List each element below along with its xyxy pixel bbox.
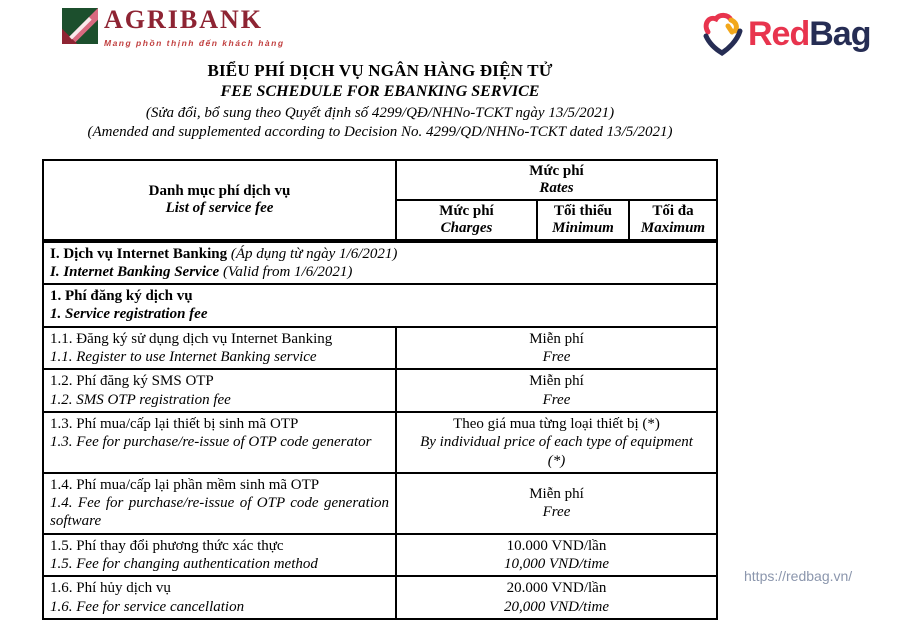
service-cell: 1.2. Phí đăng ký SMS OTP 1.2. SMS OTP re… [44, 370, 397, 411]
table-row: 1.2. Phí đăng ký SMS OTP 1.2. SMS OTP re… [44, 368, 716, 411]
section-registration-fee: 1. Phí đăng ký dịch vụ 1. Service regist… [44, 285, 716, 326]
service-cell: 1.6. Phí hủy dịch vụ 1.6. Fee for servic… [44, 577, 397, 618]
header-min-en: Minimum [552, 219, 614, 236]
fee-table-header: Danh mục phí dịch vụ List of service fee… [44, 160, 716, 241]
fee-cell: Miễn phí Free [397, 370, 716, 411]
service-en: 1.6. Fee for service cancellation [50, 598, 245, 615]
fee-en: 10,000 VND/time [504, 556, 609, 573]
service-vi: 1.3. Phí mua/cấp lại thiết bị sinh mã OT… [50, 415, 299, 432]
fee-cell: Theo giá mua từng loại thiết bị (*) By i… [397, 413, 716, 472]
redbag-site-link[interactable]: https://redbag.vn/ [744, 568, 853, 584]
header-rates-column: Mức phí Rates Mức phí Charges Tối thiểu … [397, 161, 716, 239]
header-min-vi: Tối thiểu [554, 202, 612, 219]
table-section-row: I. Dịch vụ Internet Banking (Áp dụng từ … [44, 240, 716, 284]
redbag-logo: RedBag [700, 12, 871, 56]
fee-en: Free [542, 349, 571, 366]
header-rates-en: Rates [539, 179, 574, 196]
section-internet-banking: I. Dịch vụ Internet Banking (Áp dụng từ … [44, 243, 716, 284]
service-en: 1.1. Register to use Internet Banking se… [50, 349, 317, 366]
doc-subtitle-vi: (Sửa đổi, bổ sung theo Quyết định số 429… [145, 105, 615, 122]
service-vi: 1.1. Đăng ký sử dụng dịch vụ Internet Ba… [50, 330, 333, 347]
fee-cell: Miễn phí Free [397, 474, 716, 533]
service-en: 1.2. SMS OTP registration fee [50, 391, 231, 408]
header-subcolumns: Mức phí Charges Tối thiểu Minimum Tối đa… [397, 200, 716, 239]
service-cell: 1.5. Phí thay đổi phương thức xác thực 1… [44, 534, 397, 576]
fee-cell: 10.000 VND/lần 10,000 VND/time [397, 535, 716, 576]
fee-table: Danh mục phí dịch vụ List of service fee… [42, 158, 718, 620]
redbag-word-red: Red [748, 14, 810, 53]
redbag-word-bag: Bag [809, 14, 871, 53]
doc-title-en: FEE SCHEDULE FOR EBANKING SERVICE [220, 82, 540, 100]
fee-vi: 10.000 VND/lần [506, 537, 607, 554]
table-row: 1.6. Phí hủy dịch vụ 1.6. Fee for servic… [44, 575, 716, 618]
redbag-wordmark: RedBag [748, 14, 871, 54]
header-service-vi: Danh mục phí dịch vụ [148, 182, 291, 199]
doc-subtitle-en: (Amended and supplemented according to D… [87, 124, 673, 141]
fee-vi: Theo giá mua từng loại thiết bị (*) [453, 415, 660, 432]
agribank-logo-icon [62, 8, 98, 44]
header-max-vi: Tối đa [652, 202, 694, 219]
fee-vi: Miễn phí [529, 330, 584, 347]
redbag-heart-icon [703, 12, 743, 56]
doc-title-vi: BIỂU PHÍ DỊCH VỤ NGÂN HÀNG ĐIỆN TỬ [207, 61, 553, 80]
table-row: 1.3. Phí mua/cấp lại thiết bị sinh mã OT… [44, 410, 716, 472]
table-row: 1.1. Đăng ký sử dụng dịch vụ Internet Ba… [44, 325, 716, 369]
fee-vi: Miễn phí [529, 486, 584, 502]
header-charges: Mức phí Charges [397, 201, 536, 239]
fee-en: 20,000 VND/time [504, 598, 609, 615]
header-rates-vi: Mức phí [529, 162, 584, 179]
section-en: 1. Service registration fee [50, 306, 208, 323]
service-en: 1.4. Fee for purchase/re-issue of OTP co… [50, 495, 389, 530]
header-rates: Mức phí Rates [397, 161, 716, 201]
table-section-row: 1. Phí đăng ký dịch vụ 1. Service regist… [44, 283, 716, 326]
header-max-en: Maximum [640, 219, 706, 236]
fee-vi: Miễn phí [529, 373, 584, 390]
service-vi: 1.5. Phí thay đổi phương thức xác thực [50, 537, 284, 554]
section-vi: I. Dịch vụ Internet Banking [50, 245, 228, 262]
table-row: 1.5. Phí thay đổi phương thức xác thực 1… [44, 532, 716, 576]
table-row: 1.4. Phí mua/cấp lại phần mềm sinh mã OT… [44, 471, 716, 533]
fee-cell: 20.000 VND/lần 20,000 VND/time [397, 577, 716, 618]
fee-en: Free [542, 391, 571, 408]
fee-cell: Miễn phí Free [397, 328, 716, 369]
section-en-note: (Valid from 1/6/2021) [219, 263, 353, 280]
document-title-block: BIỂU PHÍ DỊCH VỤ NGÂN HÀNG ĐIỆN TỬ FEE S… [42, 60, 718, 143]
service-vi: 1.4. Phí mua/cấp lại phần mềm sinh mã OT… [50, 476, 320, 493]
header-minimum: Tối thiểu Minimum [536, 200, 628, 239]
header-charges-en: Charges [440, 219, 493, 236]
fee-en: Free [542, 504, 571, 521]
service-en: 1.3. Fee for purchase/re-issue of OTP co… [50, 434, 372, 451]
section-en: I. Internet Banking Service [50, 263, 220, 280]
agribank-tagline: Mang phồn thịnh đến khách hàng [104, 37, 285, 48]
service-cell: 1.4. Phí mua/cấp lại phần mềm sinh mã OT… [44, 473, 397, 533]
header-charges-vi: Mức phí [439, 202, 494, 219]
header-service-column: Danh mục phí dịch vụ List of service fee [44, 160, 397, 239]
document-page: BIỂU PHÍ DỊCH VỤ NGÂN HÀNG ĐIỆN TỬ FEE S… [42, 60, 718, 620]
section-vi-note: (Áp dụng từ ngày 1/6/2021) [227, 245, 398, 262]
fee-vi: 20.000 VND/lần [506, 580, 607, 597]
section-vi: 1. Phí đăng ký dịch vụ [50, 288, 193, 305]
service-vi: 1.6. Phí hủy dịch vụ [50, 580, 171, 597]
service-cell: 1.3. Phí mua/cấp lại thiết bị sinh mã OT… [44, 412, 397, 472]
service-vi: 1.2. Phí đăng ký SMS OTP [50, 373, 214, 390]
service-en: 1.5. Fee for changing authentication met… [50, 556, 318, 573]
fee-en: By individual price of each type of equi… [420, 434, 693, 469]
service-cell: 1.1. Đăng ký sử dụng dịch vụ Internet Ba… [44, 327, 397, 369]
agribank-wordmark: AGRIBANK [104, 5, 264, 34]
header-service-en: List of service fee [165, 199, 274, 216]
agribank-logo: AGRIBANK Mang phồn thịnh đến khách hàng [62, 5, 285, 48]
header-maximum: Tối đa Maximum [628, 200, 716, 239]
